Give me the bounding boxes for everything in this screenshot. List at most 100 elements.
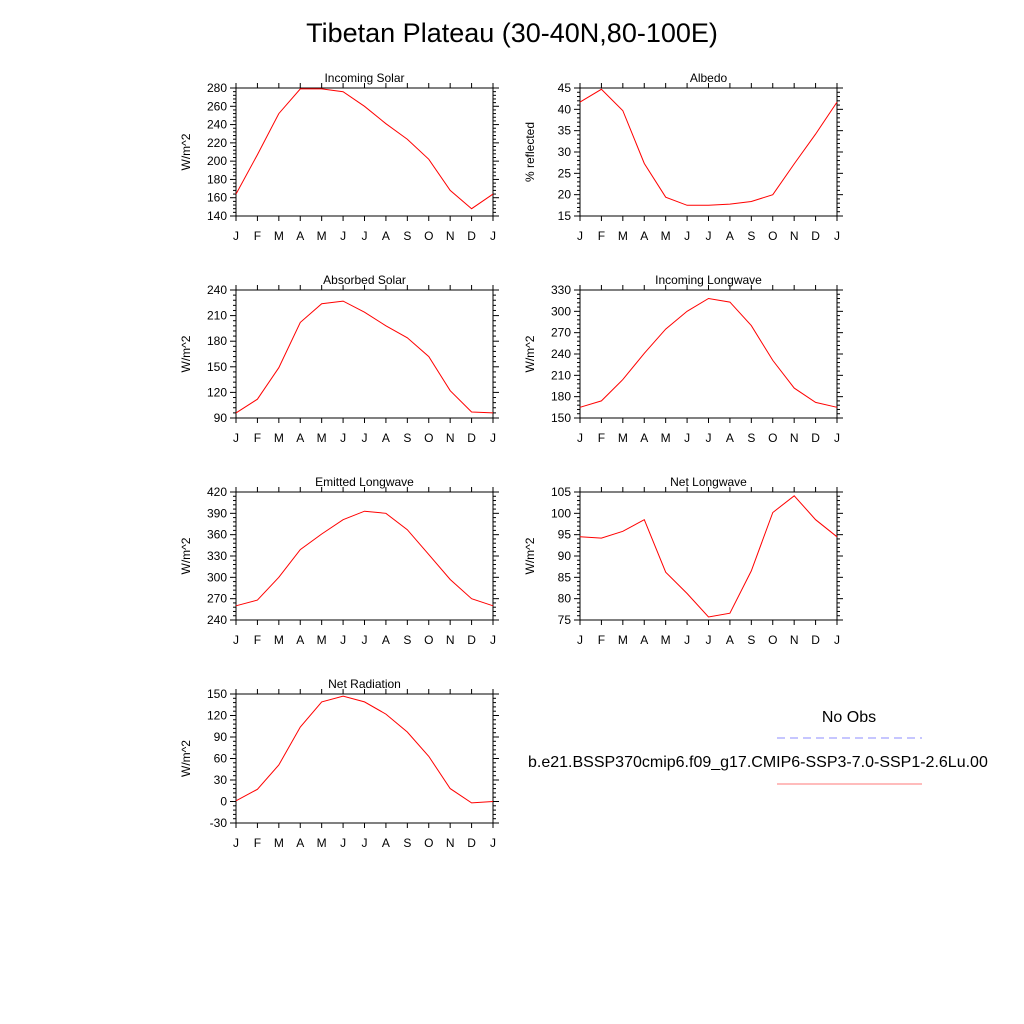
x-tick-label: A	[382, 633, 390, 647]
x-tick-label: S	[403, 633, 411, 647]
y-tick-label: 270	[551, 326, 571, 340]
y-axis-label: W/m^2	[179, 537, 193, 574]
page-title: Tibetan Plateau (30-40N,80-100E)	[306, 18, 718, 48]
x-tick-label: M	[274, 229, 284, 243]
plot-frame	[235, 87, 494, 217]
x-tick-label: A	[640, 229, 648, 243]
plot-frame	[235, 289, 494, 419]
x-tick-label: F	[598, 229, 605, 243]
y-axis-label: W/m^2	[179, 133, 193, 170]
x-tick-label: J	[362, 431, 368, 445]
y-tick-label: 120	[207, 709, 227, 723]
y-tick-label: 420	[207, 485, 227, 499]
panel-title: Net Longwave	[670, 475, 747, 489]
y-tick-label: 220	[207, 136, 227, 150]
x-tick-label: J	[340, 431, 346, 445]
panel-incoming-longwave: Incoming Longwave W/m^2 150 180 210 240 270 300…	[523, 273, 843, 445]
x-tick-label: J	[340, 836, 346, 850]
y-tick-label: 85	[558, 570, 572, 584]
x-tick-label: O	[424, 836, 433, 850]
series-line	[579, 297, 838, 408]
y-tick-label: 90	[214, 730, 228, 744]
panel-title: Incoming Solar	[324, 71, 404, 85]
y-tick-label: 210	[207, 309, 227, 323]
x-tick-label: S	[747, 633, 755, 647]
x-tick-label: J	[233, 229, 239, 243]
y-tick-label: 15	[558, 209, 572, 223]
x-tick-label: D	[467, 633, 476, 647]
x-tick-label: J	[490, 431, 496, 445]
y-axis-label: % reflected	[523, 122, 537, 182]
plot-frame	[235, 693, 494, 824]
x-tick-label: A	[382, 431, 390, 445]
y-tick-label: 30	[214, 773, 228, 787]
legend-label-no-obs: No Obs	[822, 709, 876, 726]
y-tick-label: 260	[207, 99, 227, 113]
x-tick-label: J	[684, 633, 690, 647]
y-axis-label: W/m^2	[523, 335, 537, 372]
x-tick-label: O	[768, 633, 777, 647]
x-tick-label: M	[274, 633, 284, 647]
y-tick-label: 20	[558, 188, 572, 202]
y-axis-label: W/m^2	[179, 335, 193, 372]
x-tick-label: M	[661, 431, 671, 445]
x-tick-label: M	[317, 633, 327, 647]
y-tick-label: 30	[558, 145, 572, 159]
series-line	[579, 495, 838, 618]
series-line	[235, 300, 494, 414]
y-tick-label: 140	[207, 209, 227, 223]
y-tick-label: 240	[207, 613, 227, 627]
x-tick-label: S	[747, 229, 755, 243]
x-tick-label: F	[254, 229, 261, 243]
x-tick-label: J	[684, 431, 690, 445]
plot-frame	[579, 491, 838, 621]
x-tick-label: S	[403, 229, 411, 243]
x-tick-label: M	[618, 229, 628, 243]
x-tick-label: J	[577, 633, 583, 647]
y-tick-label: 280	[207, 81, 227, 95]
y-tick-label: 240	[551, 347, 571, 361]
y-tick-label: 160	[207, 191, 227, 205]
y-tick-label: 25	[558, 166, 572, 180]
series-line	[579, 88, 838, 206]
x-tick-label: A	[726, 229, 734, 243]
x-tick-label: J	[340, 229, 346, 243]
x-tick-label: J	[684, 229, 690, 243]
y-tick-label: 330	[551, 283, 571, 297]
x-tick-label: A	[296, 431, 304, 445]
y-tick-label: 40	[558, 102, 572, 116]
x-tick-label: A	[296, 229, 304, 243]
x-tick-label: A	[726, 431, 734, 445]
y-tick-label: 80	[558, 592, 572, 606]
x-tick-label: J	[340, 633, 346, 647]
y-tick-label: -30	[210, 816, 228, 830]
x-tick-label: A	[382, 229, 390, 243]
panel-title: Absorbed Solar	[323, 273, 406, 287]
x-tick-label: N	[790, 431, 799, 445]
y-tick-label: 300	[551, 304, 571, 318]
legend-label-case: b.e21.BSSP370cmip6.f09_g17.CMIP6-SSP3-7.…	[528, 754, 988, 771]
x-tick-label: S	[403, 431, 411, 445]
y-axis-label: W/m^2	[179, 740, 193, 777]
y-tick-label: 360	[207, 528, 227, 542]
x-tick-label: A	[640, 633, 648, 647]
x-tick-label: F	[254, 633, 261, 647]
series-line	[235, 88, 494, 210]
panel-title: Albedo	[690, 71, 728, 85]
y-tick-label: 45	[558, 81, 572, 95]
x-tick-label: F	[598, 431, 605, 445]
x-tick-label: A	[640, 431, 648, 445]
x-tick-label: D	[467, 431, 476, 445]
x-tick-label: M	[274, 431, 284, 445]
panel-title: Incoming Longwave	[655, 273, 762, 287]
x-tick-label: J	[834, 633, 840, 647]
x-tick-label: D	[467, 229, 476, 243]
x-tick-label: O	[424, 633, 433, 647]
x-tick-label: J	[362, 836, 368, 850]
x-tick-label: J	[362, 229, 368, 243]
series-line	[235, 510, 494, 607]
y-tick-label: 200	[207, 154, 227, 168]
